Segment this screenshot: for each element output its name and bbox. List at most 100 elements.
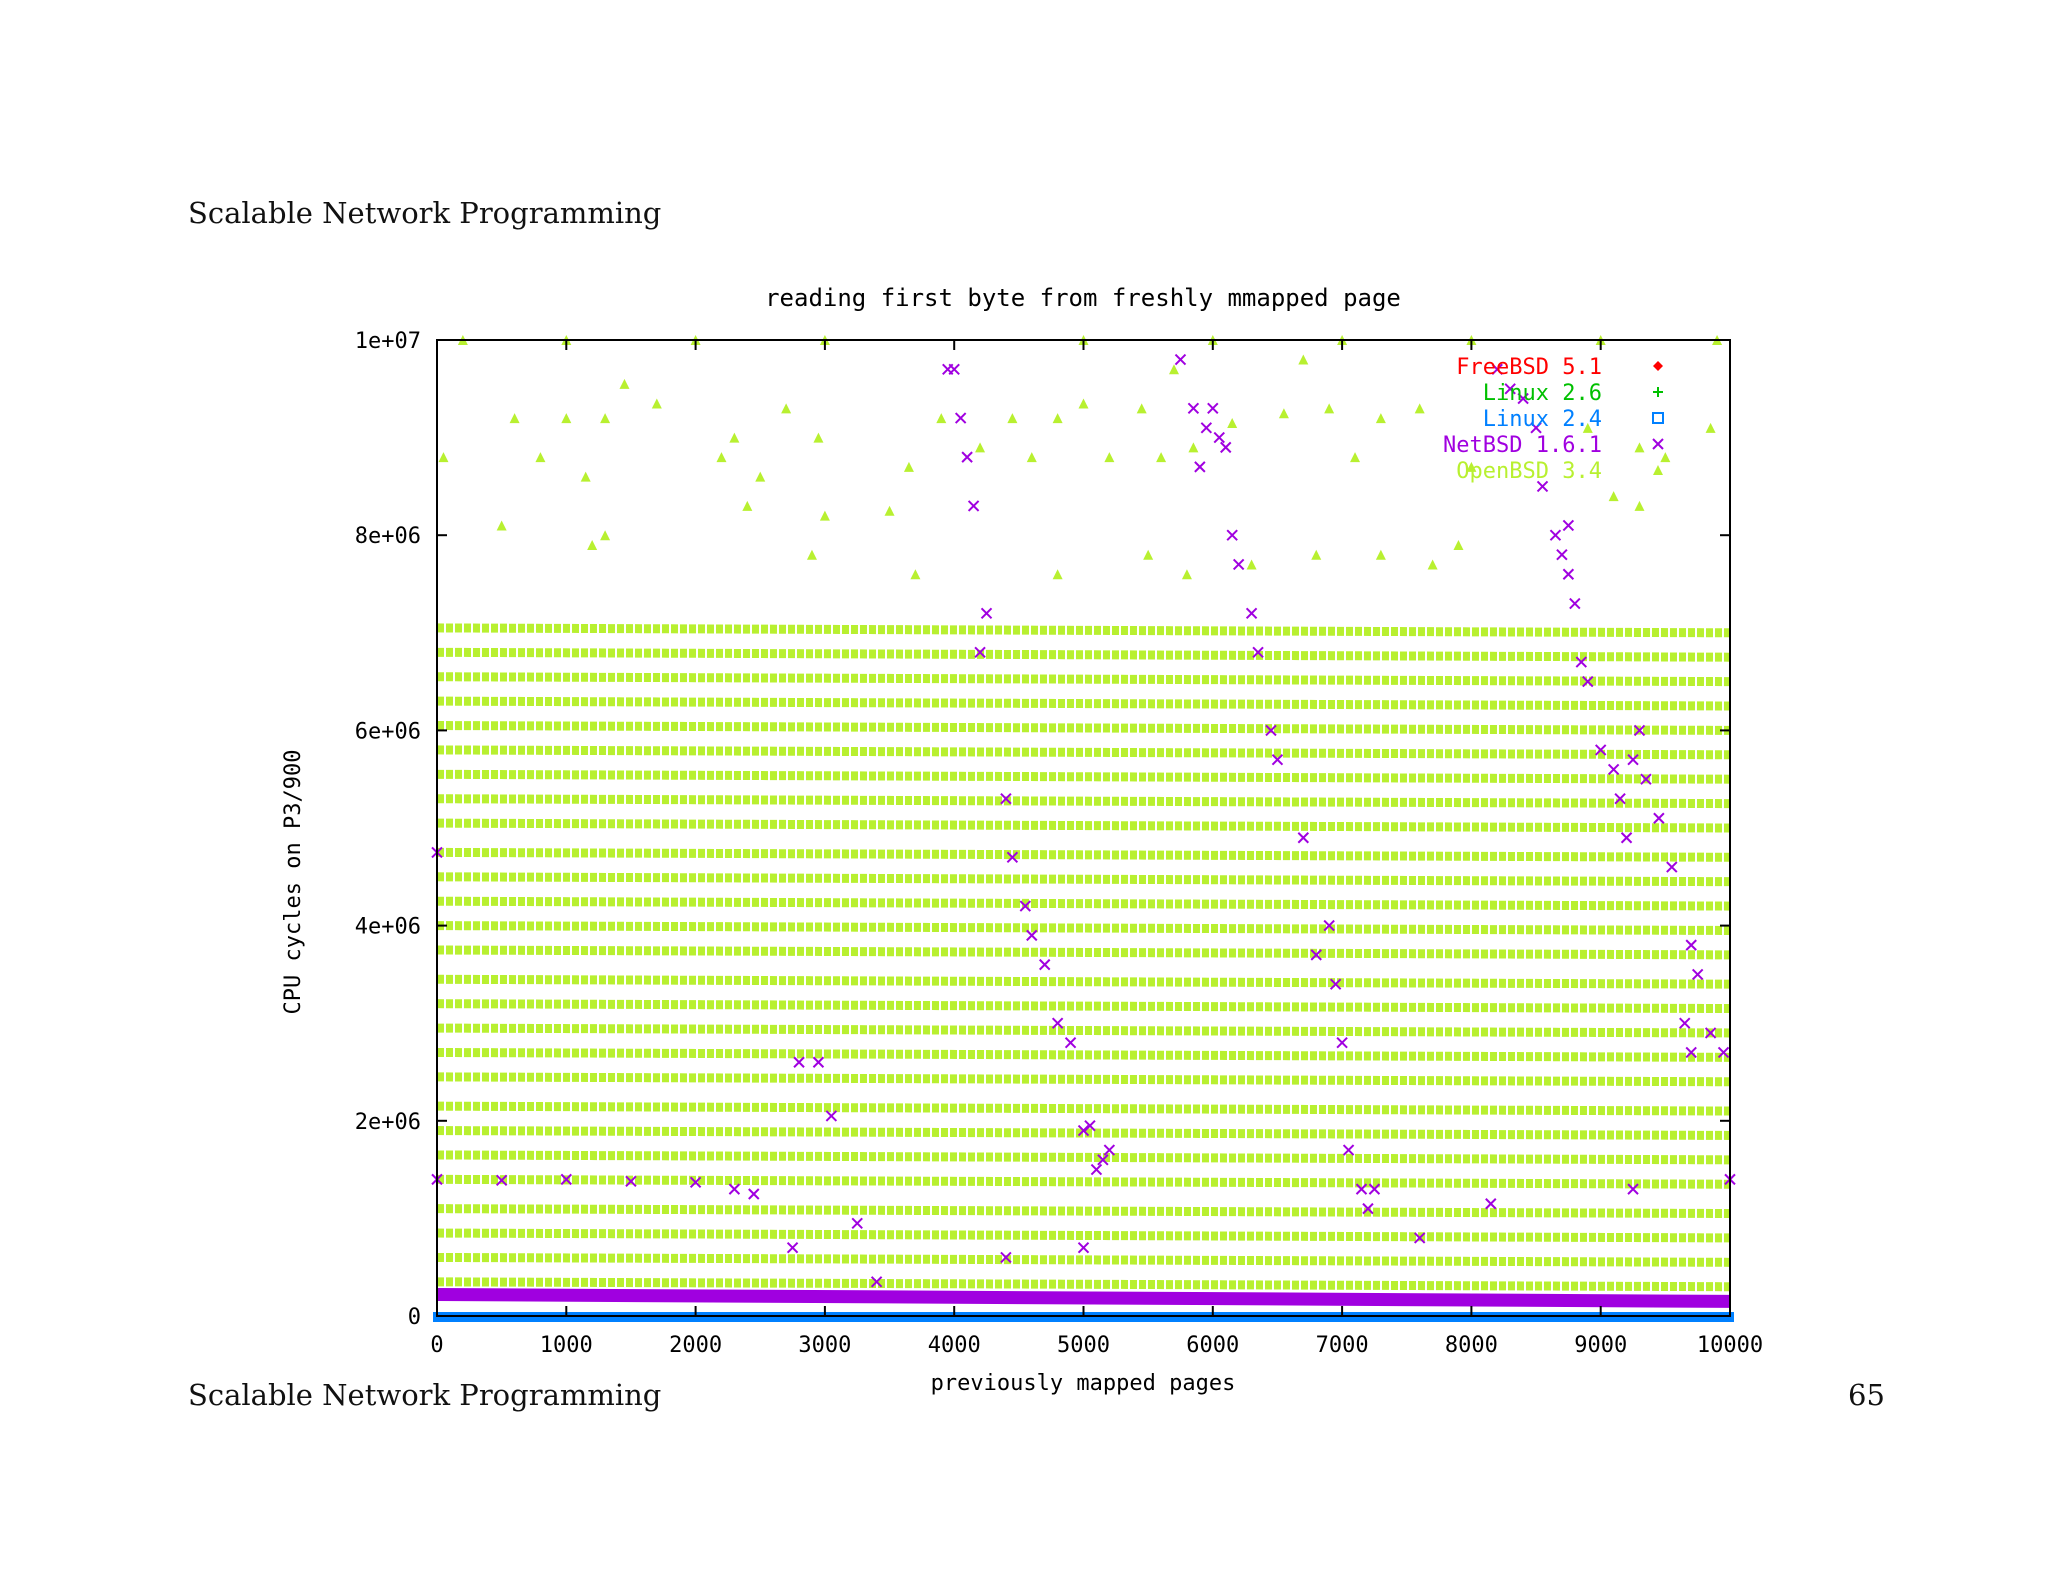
openbsd-band xyxy=(436,1150,1731,1165)
data-point xyxy=(619,378,630,389)
data-point xyxy=(728,1183,741,1195)
data-point xyxy=(561,413,572,424)
data-point xyxy=(806,549,817,560)
openbsd-band xyxy=(436,745,1731,760)
data-point xyxy=(942,363,954,375)
data-point xyxy=(535,452,546,463)
data-point xyxy=(1614,793,1626,805)
data-point xyxy=(1090,1163,1103,1176)
openbsd-band xyxy=(436,921,1731,935)
data-point xyxy=(1620,832,1633,844)
legend-label: Linux 2.6 xyxy=(1483,381,1602,406)
data-point xyxy=(910,569,921,580)
data-point xyxy=(495,1174,508,1187)
data-point xyxy=(1026,929,1038,942)
data-point xyxy=(1594,744,1607,756)
data-point xyxy=(1329,978,1342,990)
data-point xyxy=(1685,939,1697,951)
openbsd-band xyxy=(436,647,1731,662)
data-point xyxy=(1194,461,1206,473)
y-tick-label: 2e+06 xyxy=(355,1110,421,1135)
legend-label: FreeBSD 5.1 xyxy=(1456,355,1602,380)
y-tick-label: 6e+06 xyxy=(355,719,421,744)
data-point xyxy=(1103,1144,1116,1156)
data-point xyxy=(812,1056,825,1068)
data-point xyxy=(509,413,520,424)
data-point xyxy=(580,471,591,482)
data-point xyxy=(1633,724,1646,737)
data-point xyxy=(1666,861,1678,873)
data-point xyxy=(1174,353,1187,366)
data-point xyxy=(1226,529,1238,541)
data-point xyxy=(1220,441,1232,454)
data-point xyxy=(1562,568,1575,580)
data-point xyxy=(786,1241,799,1254)
y-tick-label: 8e+06 xyxy=(355,524,421,549)
data-point xyxy=(1052,569,1063,580)
data-point xyxy=(716,452,727,463)
data-point xyxy=(1562,519,1575,532)
data-point xyxy=(1634,442,1645,453)
data-point xyxy=(1039,958,1051,971)
legend-marker xyxy=(1652,412,1664,424)
data-point xyxy=(748,1188,760,1200)
data-point xyxy=(1582,675,1594,688)
page-number: 65 xyxy=(1848,1378,1885,1412)
data-point xyxy=(1143,549,1154,560)
openbsd-band xyxy=(436,769,1731,784)
x-tick-label: 8000 xyxy=(1445,1333,1498,1358)
openbsd-band xyxy=(436,1277,1731,1292)
data-point xyxy=(1052,413,1063,424)
data-point xyxy=(1717,1046,1730,1059)
data-point xyxy=(1530,422,1542,434)
data-point xyxy=(1660,452,1671,463)
data-point xyxy=(1064,1037,1077,1049)
data-point xyxy=(1375,413,1386,424)
openbsd-band xyxy=(436,945,1731,960)
data-point xyxy=(1007,413,1018,424)
data-point xyxy=(1084,1119,1096,1132)
data-point xyxy=(1375,549,1386,560)
x-tick-label: 1000 xyxy=(540,1333,593,1358)
slide-header-title: Scalable Network Programming xyxy=(188,196,662,230)
x-tick-label: 9000 xyxy=(1574,1333,1627,1358)
data-point xyxy=(1466,461,1477,472)
openbsd-band xyxy=(436,999,1731,1014)
openbsd-band xyxy=(436,794,1731,809)
data-point xyxy=(1169,364,1180,375)
data-point xyxy=(1323,919,1335,932)
data-point xyxy=(1265,724,1277,737)
legend-marker xyxy=(1652,438,1664,450)
data-point xyxy=(1362,1202,1374,1215)
data-point xyxy=(1136,403,1147,414)
data-point xyxy=(967,500,980,512)
data-point xyxy=(1491,363,1503,375)
slide-footer-title: Scalable Network Programming xyxy=(188,1378,662,1412)
data-point xyxy=(496,520,507,531)
data-point xyxy=(1246,559,1257,570)
openbsd-band xyxy=(436,1174,1731,1189)
data-point xyxy=(819,510,830,521)
data-point xyxy=(1278,408,1289,419)
data-point xyxy=(1582,422,1593,433)
data-point xyxy=(1077,1241,1090,1254)
data-point xyxy=(651,398,662,409)
y-axis-label: CPU cycles on P3/900 xyxy=(281,750,306,1015)
data-point xyxy=(1705,422,1716,433)
data-point xyxy=(980,607,993,619)
data-point xyxy=(1485,1198,1497,1210)
data-point xyxy=(1355,1183,1368,1195)
data-point xyxy=(1298,354,1309,365)
data-point xyxy=(1232,558,1245,571)
data-point xyxy=(825,1110,838,1122)
data-point xyxy=(1368,1183,1381,1195)
data-point xyxy=(1504,383,1516,395)
x-tick-label: 6000 xyxy=(1186,1333,1239,1358)
openbsd-band xyxy=(436,974,1731,989)
openbsd-band xyxy=(436,721,1731,735)
x-tick-label: 3000 xyxy=(798,1333,851,1358)
openbsd-band xyxy=(436,1072,1731,1087)
data-point xyxy=(560,1173,573,1186)
openbsd-band xyxy=(436,896,1731,911)
